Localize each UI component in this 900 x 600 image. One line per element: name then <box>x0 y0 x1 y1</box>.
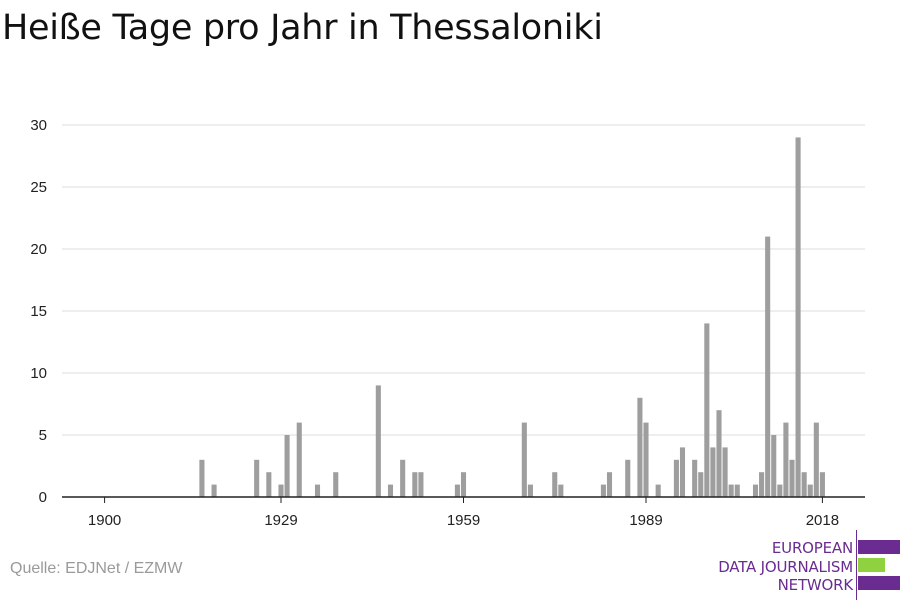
bar-1970 <box>527 484 533 497</box>
x-tick-label-1989: 1989 <box>629 512 662 529</box>
x-tick-label-2018: 2018 <box>806 512 839 529</box>
bar-1930 <box>284 435 290 497</box>
bar-1952 <box>418 472 424 497</box>
edjnet-logo: EUROPEAN DATA JOURNALISM NETWORK <box>700 530 900 600</box>
bar-1951 <box>412 472 418 497</box>
logo-text: EUROPEAN DATA JOURNALISM NETWORK <box>718 539 853 595</box>
bar-1995 <box>679 447 686 497</box>
bar-2007 <box>752 484 759 497</box>
y-tick-label-30: 30 <box>30 117 47 134</box>
y-tick-label-5: 5 <box>39 427 47 444</box>
bar-1994 <box>673 459 679 497</box>
bar-1925 <box>254 459 260 497</box>
bar-2011 <box>777 484 783 497</box>
bar-1938 <box>333 472 339 497</box>
bar-2013 <box>789 459 795 497</box>
bar-1949 <box>400 459 406 497</box>
bar-2017 <box>813 422 819 497</box>
bars <box>199 137 825 497</box>
bar-1918 <box>211 484 217 497</box>
bar-2008 <box>759 472 765 497</box>
bar-2018 <box>819 472 825 497</box>
bar-1932 <box>296 422 302 497</box>
logo-line-3: NETWORK <box>777 576 854 594</box>
y-tick-label-0: 0 <box>39 489 47 506</box>
bar-2016 <box>807 484 813 497</box>
bar-1997 <box>692 459 698 497</box>
bar-1947 <box>387 484 394 497</box>
logo-bar-purple-2 <box>858 576 900 590</box>
bar-2015 <box>801 472 807 497</box>
bar-1991 <box>655 484 661 497</box>
bar-1945 <box>375 385 381 497</box>
bar-2003 <box>728 484 734 497</box>
bar-1959 <box>460 472 467 497</box>
y-tick-label-15: 15 <box>30 303 47 320</box>
logo-bar-green <box>858 558 885 572</box>
y-axis-ticks: 0 5 10 15 20 25 30 <box>30 117 47 506</box>
bar-2012 <box>783 422 789 497</box>
x-axis-ticks: 1900 1929 1959 1989 2018 <box>88 497 839 529</box>
x-tick-label-1900: 1900 <box>88 512 121 529</box>
bar-2004 <box>734 484 740 497</box>
logo-separator <box>856 530 857 600</box>
logo-line-2: DATA JOURNALISM <box>718 557 853 576</box>
bar-2009 <box>765 236 771 497</box>
bar-2000 <box>710 447 716 497</box>
bar-1988 <box>637 397 643 497</box>
logo-bar-purple-1 <box>858 540 900 554</box>
bar-1986 <box>625 459 631 497</box>
chart-title: Heiße Tage pro Jahr in Thessaloniki <box>2 8 603 48</box>
bar-1969 <box>521 422 527 497</box>
bar-2001 <box>716 410 722 497</box>
bar-1999 <box>704 323 710 497</box>
x-tick-label-1959: 1959 <box>447 512 480 529</box>
y-tick-label-25: 25 <box>30 179 47 196</box>
logo-line-1: EUROPEAN <box>771 539 853 557</box>
y-tick-label-20: 20 <box>30 241 47 258</box>
bar-1974 <box>552 472 558 497</box>
bar-1983 <box>606 472 613 497</box>
bar-1916 <box>199 459 205 497</box>
bar-1998 <box>698 472 704 497</box>
bar-2010 <box>771 435 777 497</box>
bar-1958 <box>454 484 460 497</box>
bar-2002 <box>722 447 728 497</box>
y-tick-label-10: 10 <box>30 365 47 382</box>
bar-1975 <box>558 484 564 497</box>
bar-1982 <box>600 484 606 497</box>
bar-1929 <box>278 484 284 497</box>
gridlines <box>62 124 865 436</box>
x-tick-label-1929: 1929 <box>264 512 297 529</box>
bar-2014 <box>795 137 801 497</box>
bar-1927 <box>266 472 272 497</box>
bar-1989 <box>643 422 649 497</box>
bar-1935 <box>314 484 321 497</box>
source-note: Quelle: EDJNet / EZMW <box>10 560 183 577</box>
